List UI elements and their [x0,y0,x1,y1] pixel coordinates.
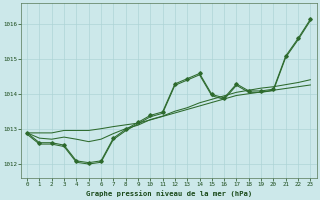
X-axis label: Graphe pression niveau de la mer (hPa): Graphe pression niveau de la mer (hPa) [86,190,252,197]
